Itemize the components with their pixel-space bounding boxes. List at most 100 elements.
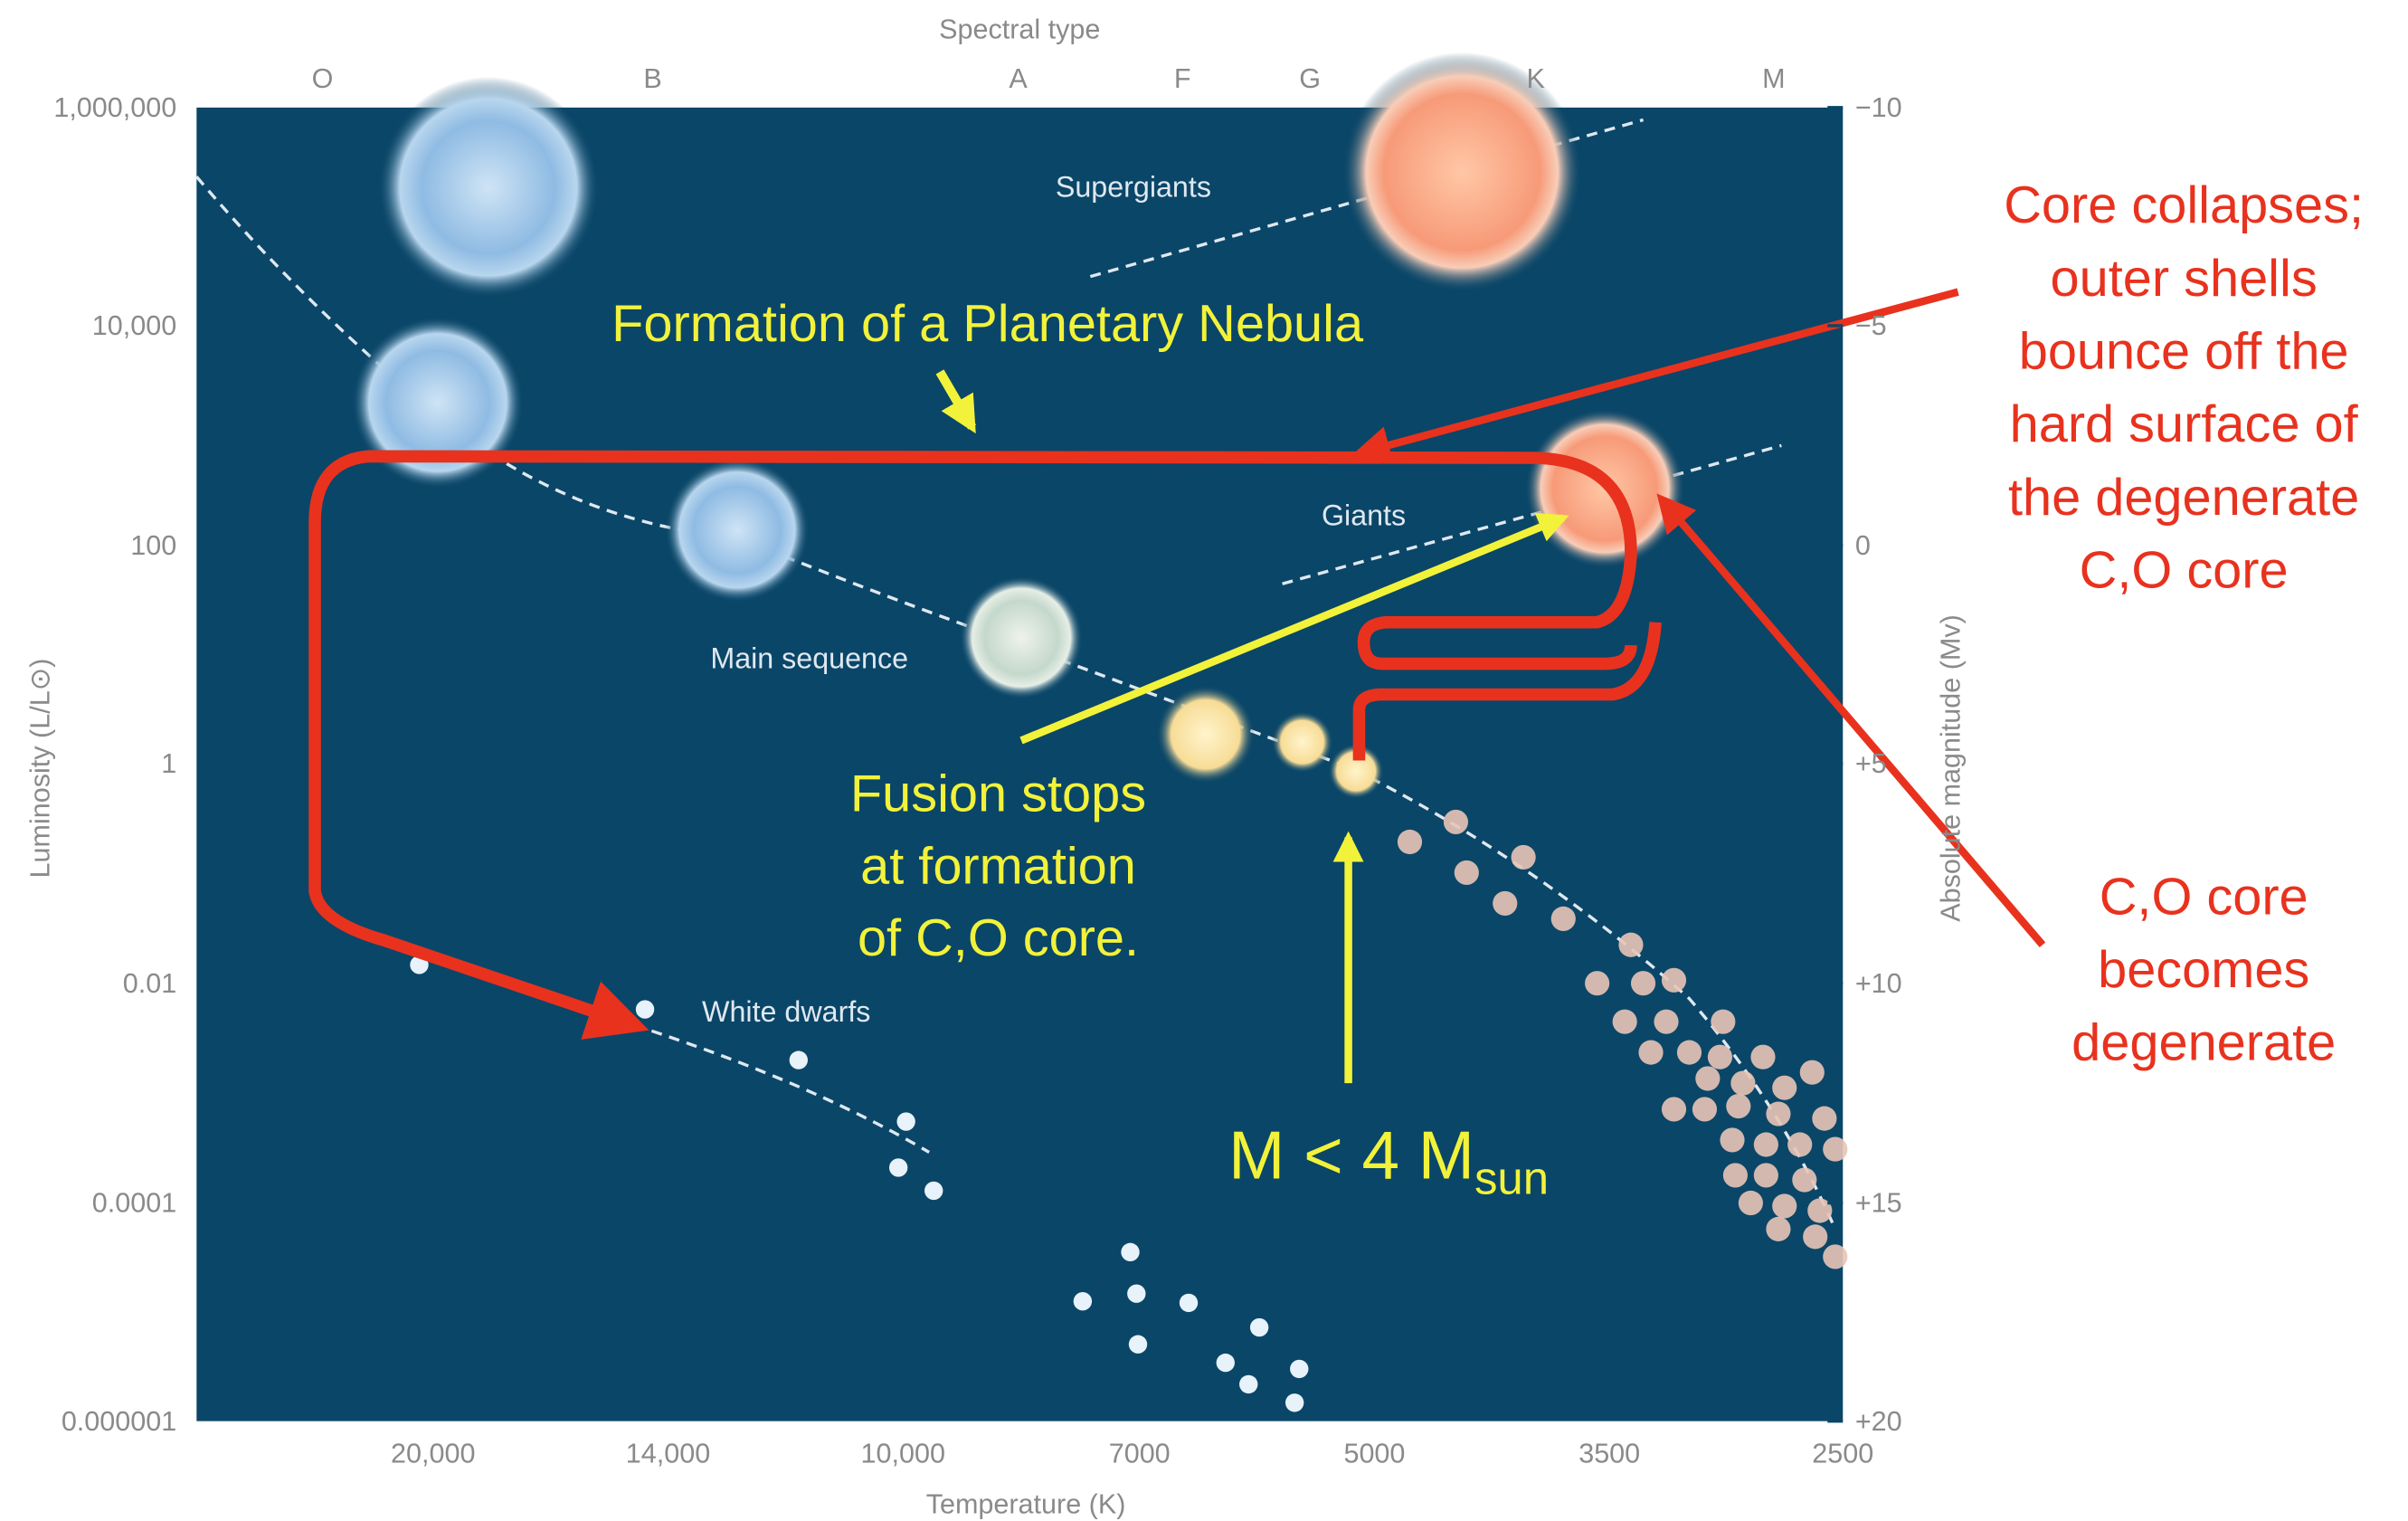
star bbox=[1738, 1190, 1763, 1216]
y2-tick-label: +5 bbox=[1855, 748, 1887, 779]
star bbox=[1638, 1040, 1664, 1065]
annotation: hard surface of bbox=[2010, 395, 2359, 453]
spectral-label: F bbox=[1174, 63, 1191, 94]
star bbox=[1772, 1075, 1797, 1100]
star bbox=[377, 76, 600, 299]
annotation: bounce off the bbox=[2019, 323, 2349, 381]
star bbox=[665, 457, 810, 603]
star bbox=[1803, 1224, 1828, 1250]
star bbox=[1618, 932, 1644, 957]
star bbox=[924, 1181, 943, 1201]
star bbox=[1443, 809, 1469, 835]
y-tick-label: 100 bbox=[130, 530, 176, 561]
star bbox=[960, 575, 1083, 699]
annotation: outer shells bbox=[2051, 250, 2318, 308]
star bbox=[1707, 1044, 1733, 1069]
region-label: Main sequence bbox=[710, 642, 908, 675]
annotation: C,O core bbox=[2100, 868, 2308, 926]
star bbox=[1792, 1167, 1817, 1193]
star bbox=[1341, 52, 1582, 292]
star bbox=[1285, 1393, 1304, 1412]
y-tick-label: 0.01 bbox=[123, 968, 176, 999]
axis-title: Luminosity (L/L⊙) bbox=[24, 659, 55, 879]
star bbox=[1128, 1335, 1148, 1354]
star bbox=[1766, 1216, 1791, 1241]
annotation: degenerate bbox=[2071, 1014, 2336, 1072]
star bbox=[1750, 1044, 1776, 1069]
star bbox=[1720, 1127, 1745, 1153]
annotation: the degenerate bbox=[2008, 469, 2359, 527]
x-tick-label: 14,000 bbox=[626, 1438, 710, 1469]
star bbox=[1753, 1132, 1778, 1157]
star bbox=[1692, 1097, 1718, 1122]
star bbox=[1722, 1163, 1748, 1188]
star bbox=[1454, 860, 1479, 886]
star bbox=[789, 1050, 808, 1069]
star bbox=[1156, 685, 1256, 784]
star bbox=[1711, 1009, 1736, 1034]
y2-tick-label: 0 bbox=[1855, 530, 1871, 561]
star bbox=[888, 1158, 908, 1177]
star bbox=[1676, 1040, 1702, 1065]
annotation: Fusion stops bbox=[850, 765, 1146, 823]
x-tick-label: 5000 bbox=[1343, 1438, 1405, 1469]
spectral-label: K bbox=[1527, 63, 1546, 94]
spectral-label: B bbox=[643, 63, 661, 94]
x-tick-label: 10,000 bbox=[861, 1438, 945, 1469]
star bbox=[1726, 1093, 1751, 1119]
star bbox=[1290, 1359, 1309, 1379]
y-tick-label: 0.0001 bbox=[92, 1188, 176, 1219]
star bbox=[1271, 711, 1333, 774]
star bbox=[635, 1000, 655, 1019]
star bbox=[1216, 1353, 1235, 1373]
axis-title: Spectral type bbox=[939, 14, 1100, 44]
y-tick-label: 1 bbox=[161, 748, 176, 779]
star bbox=[1493, 890, 1518, 916]
annotation: at formation bbox=[860, 837, 1136, 895]
star bbox=[1127, 1284, 1146, 1303]
annotation: M < 4 Msun bbox=[1228, 1117, 1549, 1203]
star bbox=[1823, 1136, 1848, 1162]
y-tick-label: 1,000,000 bbox=[53, 92, 176, 123]
arrow bbox=[1019, 512, 1569, 745]
y2-tick-label: +15 bbox=[1855, 1188, 1902, 1219]
star bbox=[1179, 1293, 1199, 1313]
y2-tick-label: +10 bbox=[1855, 968, 1902, 999]
star bbox=[1328, 743, 1384, 799]
star bbox=[1511, 844, 1536, 870]
star bbox=[1807, 1198, 1833, 1223]
spectral-label: A bbox=[1009, 63, 1028, 94]
star bbox=[1585, 971, 1610, 996]
arrow bbox=[935, 369, 977, 434]
star bbox=[1121, 1242, 1140, 1262]
star bbox=[1397, 829, 1423, 855]
arrow bbox=[1656, 493, 2046, 948]
spectral-label: M bbox=[1762, 63, 1785, 94]
region-label: Supergiants bbox=[1056, 170, 1211, 203]
star bbox=[1661, 1097, 1687, 1122]
evolution-track bbox=[308, 450, 1662, 1026]
arrow bbox=[1351, 288, 1959, 464]
star bbox=[1249, 1317, 1269, 1337]
annotation: Core collapses; bbox=[2004, 176, 2364, 234]
star bbox=[1654, 1009, 1679, 1034]
star bbox=[1239, 1374, 1258, 1394]
x-tick-label: 3500 bbox=[1578, 1438, 1640, 1469]
star bbox=[1823, 1244, 1848, 1269]
y2-tick-label: −10 bbox=[1855, 92, 1902, 123]
star bbox=[1730, 1070, 1756, 1096]
x-tick-label: 7000 bbox=[1109, 1438, 1171, 1469]
mass-text: M < 4 M bbox=[1228, 1117, 1474, 1193]
stars bbox=[351, 52, 1848, 1412]
annotation: of C,O core. bbox=[858, 909, 1139, 967]
mass-subscript: sun bbox=[1474, 1152, 1549, 1203]
spectral-label: G bbox=[1299, 63, 1321, 94]
axis-title: Absolute magnitude (Mv) bbox=[1935, 614, 1966, 922]
star bbox=[1799, 1060, 1825, 1085]
x-tick-label: 20,000 bbox=[391, 1438, 475, 1469]
y-tick-label: 10,000 bbox=[92, 310, 176, 341]
star bbox=[1766, 1101, 1791, 1126]
x-tick-label: 2500 bbox=[1812, 1438, 1873, 1469]
